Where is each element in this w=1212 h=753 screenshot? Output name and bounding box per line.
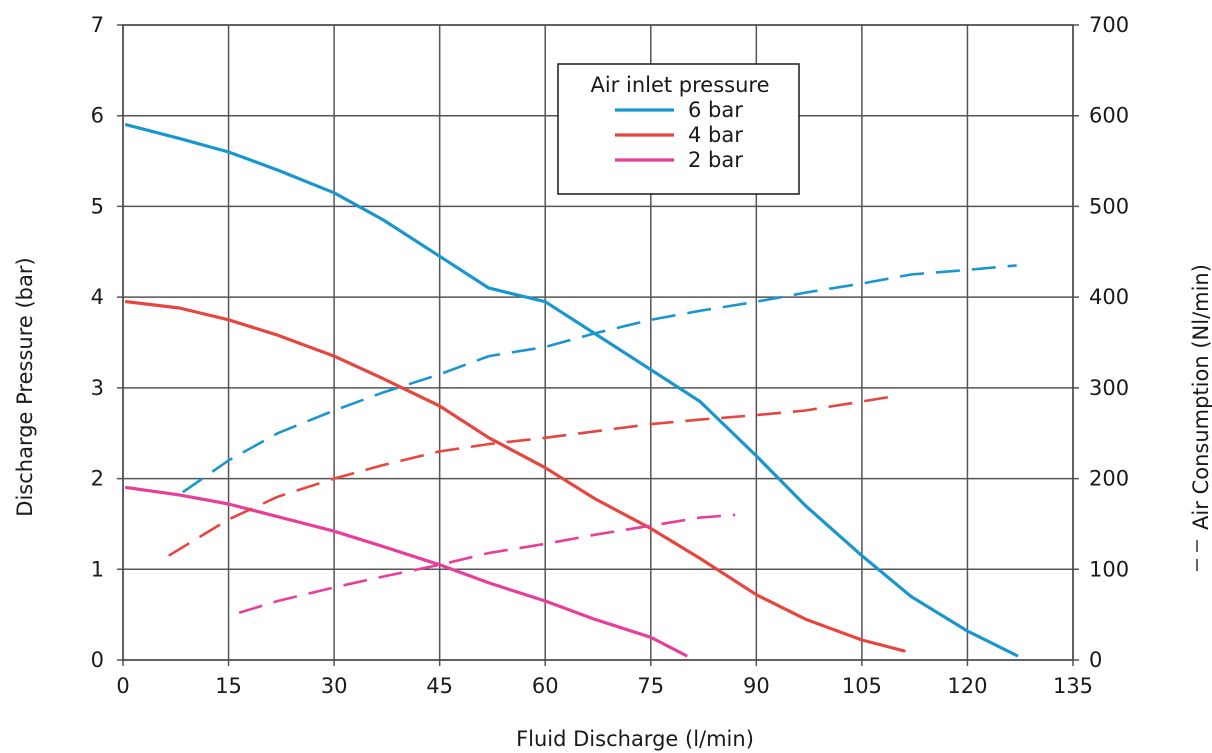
y2-tick-label: 200 — [1089, 467, 1129, 491]
air-consumption-line-6-bar — [182, 264, 1017, 494]
x-tick-label: 120 — [947, 674, 987, 698]
air-consumption-line-2-bar — [238, 513, 736, 615]
y2-tick-label: 500 — [1089, 194, 1129, 218]
legend-label: 4 bar — [688, 123, 743, 147]
y-tick-label: 2 — [91, 467, 104, 491]
y-tick-label: 5 — [91, 194, 104, 218]
y-tick-label: 1 — [91, 557, 104, 581]
y-tick-label: 7 — [91, 13, 104, 37]
x-tick-label: 30 — [321, 674, 348, 698]
y2-tick-label: 300 — [1089, 376, 1129, 400]
legend-label: 2 bar — [688, 148, 743, 172]
pressure-line-2-bar — [124, 486, 688, 658]
air-consumption-line-4-bar — [168, 395, 891, 557]
y-tick-label: 4 — [91, 285, 104, 309]
y2-axis-ticks: 0 100 200 300 400 500 600 700 — [1089, 13, 1129, 672]
y-tick-label: 6 — [91, 104, 104, 128]
x-tick-label: 135 — [1053, 674, 1093, 698]
y-tick-label: 0 — [91, 648, 104, 672]
series-lines — [124, 123, 1019, 658]
x-tick-label: 15 — [215, 674, 242, 698]
y-tick-label: 3 — [91, 376, 104, 400]
y2-tick-label: 700 — [1089, 13, 1129, 37]
y-axis-ticks: 0 1 2 3 4 5 6 7 — [91, 13, 104, 672]
pressure-line-4-bar — [124, 300, 906, 653]
y2-tick-label: 400 — [1089, 285, 1129, 309]
x-axis-ticks: 0 15 30 45 60 75 90 105 120 135 — [116, 674, 1093, 698]
pressure-line-6-bar — [124, 123, 1019, 658]
x-tick-label: 60 — [532, 674, 559, 698]
y2-tick-label: 600 — [1089, 104, 1129, 128]
legend-box — [557, 63, 800, 195]
x-tick-label: 90 — [743, 674, 770, 698]
x-tick-label: 75 — [637, 674, 664, 698]
y2-tick-label: 100 — [1089, 557, 1129, 581]
y2-tick-label: 0 — [1089, 648, 1102, 672]
x-tick-label: 105 — [842, 674, 882, 698]
x-tick-label: 45 — [426, 674, 453, 698]
y-axis-title: Discharge Pressure (bar) — [13, 257, 37, 516]
x-tick-label: 0 — [116, 674, 129, 698]
legend-label: 6 bar — [688, 98, 743, 122]
y2-axis-title: Air Consumption (Nl/min) — [1189, 264, 1212, 530]
x-axis-title: Fluid Discharge (l/min) — [516, 727, 754, 751]
plot-frame — [122, 24, 1074, 661]
legend-title: Air inlet pressure — [590, 73, 769, 97]
